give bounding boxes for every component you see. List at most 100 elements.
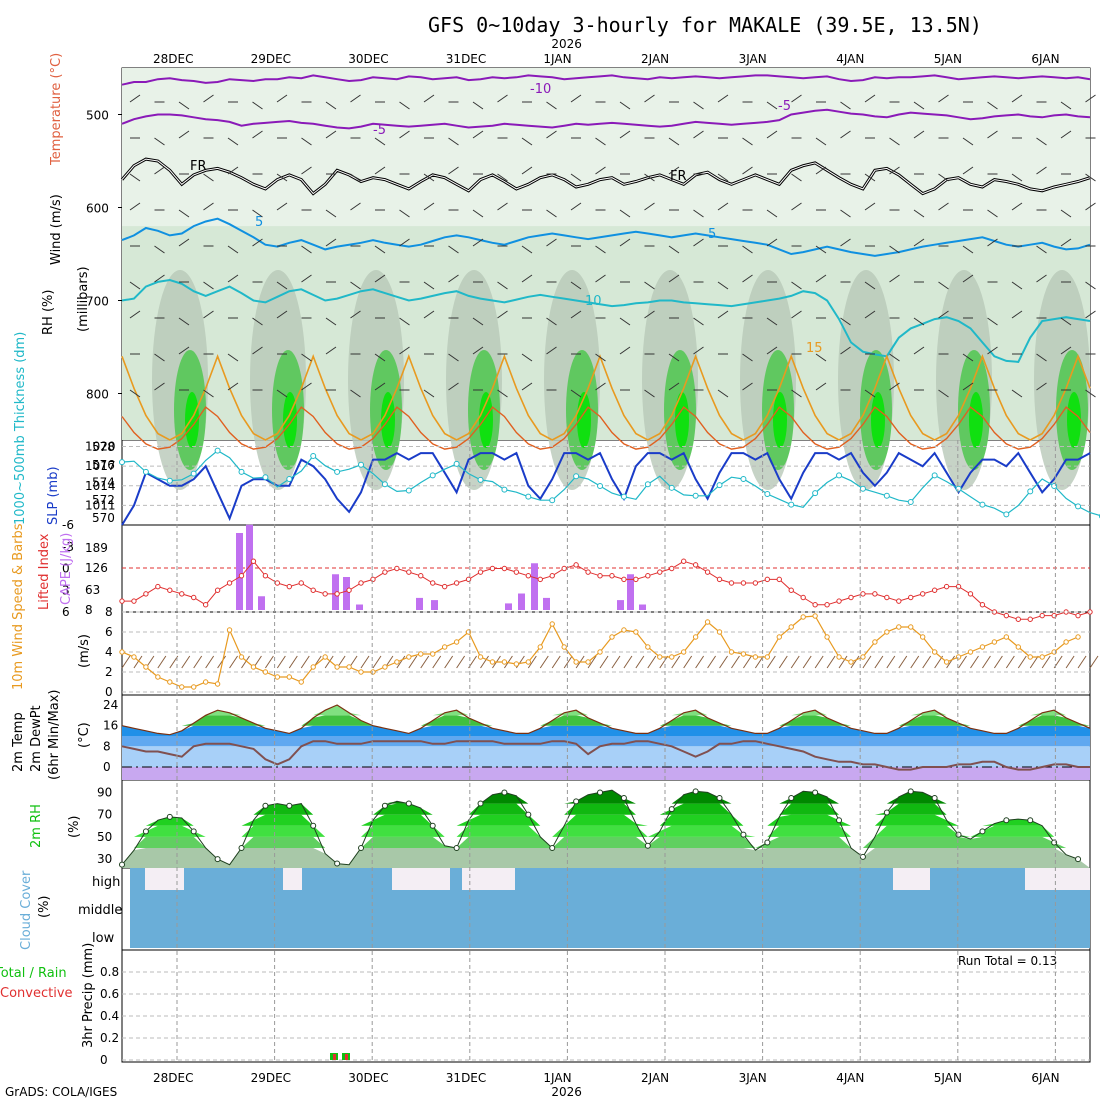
wind-barb [962,382,974,391]
wind-barb [644,173,655,182]
wind-speed-marker [477,654,484,660]
top-date-label: 30DEC [348,52,388,66]
thickness-marker [644,481,651,488]
lifted-index-marker [167,587,173,593]
rh-marker [692,788,699,795]
wind-barb [619,346,631,355]
surface-wind-barb [647,655,657,669]
rh-shade-bright [185,392,199,448]
surface-wind-barb [993,655,1003,669]
lifted-index-marker [633,576,639,583]
thickness-marker [620,493,627,500]
wind-barb [154,382,165,391]
rh-shade-bright [773,392,787,448]
wind-barb [1036,245,1047,254]
wind-speed-marker [430,651,436,657]
rh-marker [668,806,675,813]
wind-barb [1036,274,1047,283]
ylabel-2m-temp: 2m Temp [11,712,26,772]
wind-barb [595,166,606,175]
temp-band [122,746,1090,767]
rh-band [122,848,1090,868]
wind-barb [350,310,361,319]
rh-marker [764,839,771,846]
wind-speed-marker [525,659,532,665]
rh-band [122,803,1090,815]
rh-marker [166,813,173,820]
lifted-index-marker [370,576,376,583]
ylabel-cloud: Cloud Cover [19,870,34,950]
cape-bar [236,533,243,610]
lifted-index-marker [1039,612,1045,619]
wind-speed-marker [406,654,412,660]
lifted-index-marker [967,591,974,597]
surface-wind-barb [456,655,466,669]
wind-barb [717,94,729,103]
cloud-level-label: low [92,931,115,946]
wind-barb [497,94,508,103]
wind-barb [325,238,337,247]
precip-tick: 0.8 [100,965,119,979]
contour-label: 5 [708,227,716,242]
wind-barb [595,137,606,146]
surface-wind-barb [408,655,418,669]
lifted-index-marker [561,565,567,572]
rh-band [122,790,1090,804]
wind-barb [668,382,680,391]
surface-wind-barb [862,655,872,669]
rh-marker [740,831,747,838]
wind-barb [472,238,484,247]
surface-wind-barb [563,655,573,669]
wind-barb [178,317,190,326]
isotherm--10 [121,74,1091,86]
wind-barb [619,101,631,110]
surface-wind-barb [707,655,716,669]
rh-shade-bright [969,392,983,448]
wind-barb [864,202,876,211]
surface-wind-barb [695,655,705,669]
rh-marker [1003,817,1010,824]
rh-tick: 90 [97,785,112,799]
cape-tick: 126 [85,561,108,575]
wind-barb [791,310,802,319]
cape-bar [416,597,423,610]
li-tick: -6 [62,518,74,532]
surface-wind-barb [623,655,633,669]
wind-barb [766,101,778,110]
rh-marker [525,811,532,818]
ylabel-temperature: Temperature (°C) [49,53,64,166]
wind-speed-marker [298,679,304,685]
slp-tick: 1014 [85,479,116,493]
wind-speed-marker [943,659,950,665]
top-date-label: 4JAN [836,52,864,66]
wind-barb [374,137,386,146]
wind-speed-marker [788,624,794,630]
cloud-gap [462,868,515,890]
wind-barb [1036,166,1047,175]
wind-speed-marker [609,634,615,640]
wind-barb [1060,101,1072,110]
surface-wind-barb [970,655,979,669]
surface-wind-barb [874,655,884,669]
wind-speed-marker [645,644,651,650]
wind-barb [129,173,141,182]
surface-wind-barb [838,655,848,669]
thickness-marker [310,452,317,459]
lifted-index-marker [800,594,806,601]
rh-marker [836,817,843,824]
wind-barb [815,245,827,254]
lifted-index-marker [501,565,508,572]
thickness-marker [358,461,365,468]
surface-wind-barb [205,655,215,669]
rh-marker [453,845,460,851]
surface-wind-barb [922,655,932,669]
rh-marker [644,842,651,849]
thickness-marker [668,484,675,491]
lifted-index-marker [131,598,137,604]
surface-wind-barb [444,655,454,669]
precip-tick: 0.6 [100,987,119,1001]
surface-wind-barb [480,655,489,669]
lifted-index-marker [836,598,842,604]
thickness-marker [214,447,221,454]
